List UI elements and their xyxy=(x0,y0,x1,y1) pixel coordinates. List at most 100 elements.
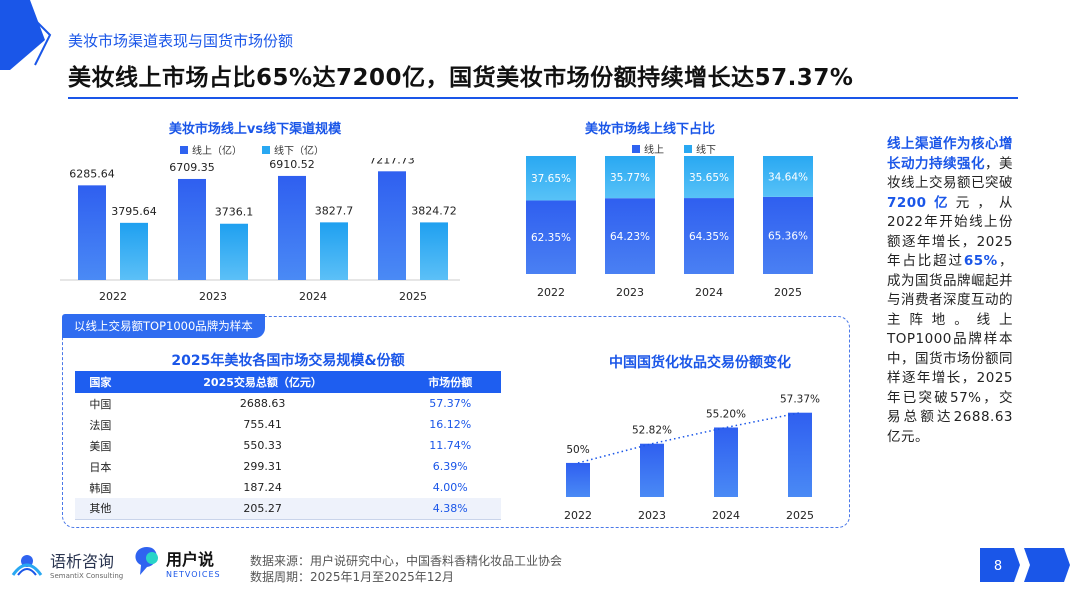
chart3-bar xyxy=(566,462,590,497)
chart2-label-offline: 35.65% xyxy=(689,172,729,184)
chart2-label-offline: 37.65% xyxy=(531,173,571,185)
chart2-bar-offline xyxy=(684,156,734,199)
chart1-label-online: 6709.35 xyxy=(169,161,215,174)
chart2-label-offline: 35.77% xyxy=(610,172,650,184)
chart3-domestic-share: 50% 2022 52.82% 2023 55.20% 2024 57.37% 2025 xyxy=(564,394,820,522)
chart2-bar-offline xyxy=(605,156,655,199)
table-cell: 2688.63 xyxy=(239,397,286,410)
chart2-title: 美妆市场线上线下占比 xyxy=(584,122,715,137)
semantix-logo-icon xyxy=(11,555,43,576)
title-divider xyxy=(68,97,1018,99)
summary-highlight2: 65% xyxy=(963,253,998,269)
table-cell: 美国 xyxy=(89,439,112,453)
chart1-bar-online xyxy=(78,185,106,280)
chart1-legend: 线上（亿） 线下（亿） xyxy=(180,142,324,157)
table-cell: 4.00% xyxy=(432,481,468,494)
chart1-bar-offline xyxy=(220,223,248,280)
table-cell: 57.37% xyxy=(429,397,472,410)
table-header-cell: 市场份额 xyxy=(399,371,501,393)
chart3-bar xyxy=(640,443,664,497)
chart3-value-label: 50% xyxy=(566,444,589,456)
table-row: 韩国 187.24 4.00% xyxy=(75,477,501,498)
table-row: 中国 2688.63 57.37% xyxy=(75,393,501,414)
chart3-value-label: 57.37% xyxy=(780,394,820,406)
sample-tag: 以线上交易额TOP1000品牌为样本 xyxy=(62,314,265,338)
semantix-logo: 语析咨询 SemantiX Consulting xyxy=(10,548,123,580)
legend-offline: 线下（亿） xyxy=(262,142,324,157)
legend-online: 线上（亿） xyxy=(180,142,242,157)
legend-offline: 线下 xyxy=(684,141,716,156)
chart1-bar-offline xyxy=(120,222,148,280)
chart3-trendline xyxy=(577,411,801,464)
chart3-value-label: 52.82% xyxy=(632,425,672,437)
chart2-label-online: 65.36% xyxy=(768,230,808,242)
table-header-cell: 2025交易总额（亿元） xyxy=(125,371,400,393)
chart1-xtick: 2024 xyxy=(299,290,327,303)
sample-box xyxy=(62,316,850,528)
table-title: 2025年美妆各国市场交易规模&份额 xyxy=(171,353,405,369)
corner-decoration xyxy=(0,0,52,70)
table-cell: 6.39% xyxy=(432,460,468,473)
data-source-text: 数据来源：用户说研究中心，中国香料香精化妆品工业协会 xyxy=(250,554,563,568)
table-row: 其他 205.27 4.38% xyxy=(75,498,501,520)
chart2-bar-online xyxy=(763,196,813,274)
table-cell: 中国 xyxy=(89,397,112,411)
chart1-label-offline: 3827.7 xyxy=(315,204,354,217)
section-label: 美妆市场渠道表现与国货市场份额 xyxy=(68,32,294,50)
table-cell: 韩国 xyxy=(89,481,112,495)
chart1-label-offline: 3736.1 xyxy=(215,206,254,219)
chart3-title: 中国国货化妆品交易份额变化 xyxy=(609,355,791,371)
chart1-title: 美妆市场线上vs线下渠道规模 xyxy=(168,122,342,137)
table-cell: 755.41 xyxy=(243,418,282,431)
table-cell: 日本 xyxy=(89,460,112,474)
chart1-xtick: 2022 xyxy=(99,290,127,303)
table-cell: 205.27 xyxy=(125,498,400,520)
chart2-bar-online xyxy=(684,198,734,274)
chart2-bar-online xyxy=(605,198,655,274)
chart1-bar-online xyxy=(378,171,406,280)
chart2-xtick: 2025 xyxy=(774,286,802,299)
chart1-online-offline-scale: 6285.64 3795.64 2022 6709.35 3736.1 2023 6910.… xyxy=(60,158,460,303)
chart1-bar-offline xyxy=(420,222,448,280)
table-cell: 16.12% xyxy=(429,418,472,431)
page-number-badge: 8 xyxy=(980,548,1070,582)
page-number: 8 xyxy=(994,559,1002,574)
chart3-value-label: 55.20% xyxy=(706,408,746,420)
chart3-xtick: 2024 xyxy=(712,509,740,522)
chart1-bar-offline xyxy=(320,222,348,280)
chart2-legend: 线上 线下 xyxy=(632,141,716,156)
legend-online: 线上 xyxy=(632,141,664,156)
chart2-label-online: 64.23% xyxy=(610,231,650,243)
chart3-bar xyxy=(714,427,738,497)
chart1-xtick: 2025 xyxy=(399,290,427,303)
chart3-xtick: 2025 xyxy=(786,509,814,522)
data-source: 数据来源：用户说研究中心，中国香料香精化妆品工业协会 数据周期：2025年1月至… xyxy=(250,553,562,585)
country-share-table: 国家 2025交易总额（亿元） 市场份额 中国 2688.63 57.37% 法国 755.… xyxy=(75,371,501,520)
chart2-xtick: 2024 xyxy=(695,286,723,299)
chart1-xtick: 2023 xyxy=(199,290,227,303)
table-row: 美国 550.33 11.74% xyxy=(75,435,501,456)
semantix-sub: SemantiX Consulting xyxy=(50,572,124,580)
chart2-label-offline: 34.64% xyxy=(768,171,808,183)
chart1-label-offline: 3824.72 xyxy=(411,204,457,217)
chart2-xtick: 2022 xyxy=(537,286,565,299)
chart3-xtick: 2022 xyxy=(564,509,592,522)
netvoices-logo: 用户说 NETVOICES xyxy=(132,545,221,579)
netvoices-sub: NETVOICES xyxy=(166,569,221,579)
table-cell: 550.33 xyxy=(243,439,282,452)
table-cell: 法国 xyxy=(89,418,112,432)
summary-part2: 元，从2022年开始线上份额逐年增长，2025年占比超过 xyxy=(887,194,1014,270)
table-cell: 187.24 xyxy=(243,481,282,494)
chart1-label-online: 6910.52 xyxy=(269,158,315,171)
chart3-xtick: 2023 xyxy=(638,509,666,522)
chart2-bar-offline xyxy=(763,156,813,197)
semantix-name: 语析咨询 xyxy=(50,552,115,571)
table-cell: 299.31 xyxy=(243,460,282,473)
chart2-label-online: 62.35% xyxy=(531,232,571,244)
chart2-bar-offline xyxy=(526,156,576,201)
chart3-bar xyxy=(788,412,812,497)
summary-lead: 线上渠道作为核心增长动力持续强化 xyxy=(887,136,1013,172)
chart1-label-offline: 3795.64 xyxy=(111,205,157,218)
chart2-xtick: 2023 xyxy=(616,286,644,299)
netvoices-logo-icon xyxy=(135,547,158,575)
